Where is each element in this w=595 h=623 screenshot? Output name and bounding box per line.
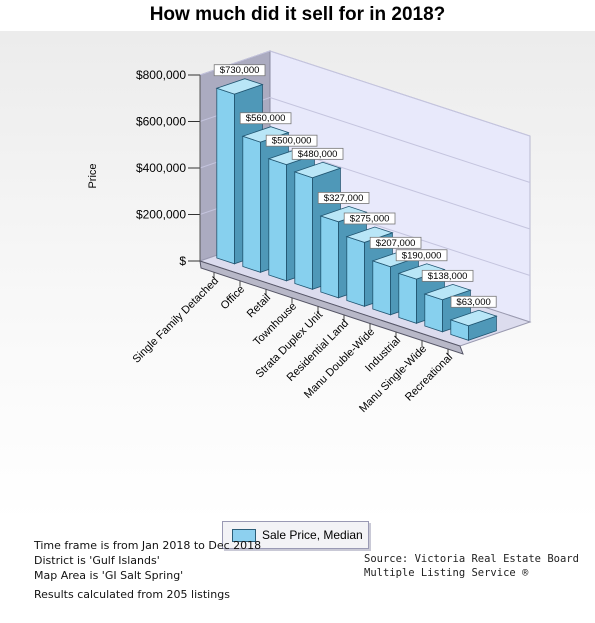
floor-edge: [199, 260, 464, 355]
data-label-box: [239, 112, 292, 125]
bar-top: [241, 126, 290, 143]
data-label-box: [395, 249, 448, 262]
map-area-text: Map Area is 'GI Salt Spring': [34, 569, 184, 582]
bar-top: [397, 263, 446, 280]
data-label: $560,000: [239, 112, 292, 125]
bar-chart: $ $200,000 $400,000 $600,000 $800,000 $730,0…: [87, 50, 532, 415]
data-label-text: $275,000: [350, 214, 390, 225]
bar-front: [398, 272, 417, 324]
chart-area: $ $200,000 $400,000 $600,000 $800,000 $730,0…: [0, 31, 595, 549]
y-tick-label: $200,000: [136, 208, 186, 222]
data-label: $138,000: [421, 269, 474, 282]
bar-front: [320, 215, 339, 299]
data-labels: $730,000 $560,000 $500,000 $480,000 $327,000…: [213, 64, 497, 308]
data-label-text: $63,000: [456, 297, 490, 308]
bar-top: [423, 283, 472, 301]
bar-front: [294, 171, 313, 290]
data-label-box: [291, 147, 344, 160]
data-label-box: [421, 269, 474, 282]
bar-top: [293, 161, 342, 179]
x-tick-label: Residential Land: [285, 317, 351, 383]
chart-title: How much did it sell for in 2018?: [149, 4, 446, 25]
data-label-box: [265, 134, 318, 147]
data-label-box: [369, 236, 422, 249]
legend: Sale Price, Median: [222, 521, 369, 549]
data-label-text: $500,000: [272, 136, 312, 147]
data-label-text: $480,000: [298, 149, 338, 160]
bar-front: [268, 158, 287, 282]
legend-swatch: [232, 528, 256, 542]
bar-front: [346, 236, 365, 307]
gridline-back: [269, 50, 531, 137]
data-label-text: $327,000: [324, 193, 364, 204]
data-label-text: $190,000: [402, 250, 442, 261]
data-label: $730,000: [213, 64, 266, 77]
data-label-box: [450, 295, 497, 308]
data-label: $327,000: [317, 192, 370, 204]
data-label-box: [317, 192, 370, 204]
y-axis-title: Price: [87, 163, 99, 188]
results-text: Results calculated from 205 listings: [34, 588, 230, 601]
bar: [449, 309, 498, 341]
y-tick-label: $800,000: [136, 68, 186, 82]
y-tick-label: $400,000: [136, 161, 186, 175]
gridline-side: [199, 50, 271, 76]
data-label-text: $560,000: [246, 113, 286, 124]
data-label: $207,000: [369, 236, 422, 249]
footer-info: Time frame is from Jan 2018 to Dec 2018 …: [34, 538, 261, 602]
data-label-text: $207,000: [376, 238, 416, 249]
bar-front: [372, 260, 391, 316]
bar-top: [449, 309, 498, 327]
bar-top: [345, 226, 394, 243]
x-tick-label: Office: [218, 283, 247, 312]
y-tick-label: $: [179, 254, 186, 268]
x-tick-label: Single Family Detached: [130, 275, 221, 366]
data-label-text: $138,000: [428, 271, 468, 282]
source-text: Source: Victoria Real Estate Board: [364, 553, 579, 565]
bar-top: [215, 78, 264, 95]
x-tick-label: Retail: [245, 292, 273, 320]
data-label: $275,000: [343, 212, 396, 225]
chart-bars: [215, 78, 498, 341]
data-label-box: [343, 212, 396, 225]
bar-front: [424, 293, 443, 333]
gridline-back: [269, 97, 531, 183]
data-label: $63,000: [450, 295, 497, 308]
data-label: $500,000: [265, 134, 318, 147]
data-label: $480,000: [291, 147, 344, 160]
source-mls-text: Multiple Listing Service ®: [364, 567, 529, 579]
data-label-text: $730,000: [220, 65, 260, 76]
timeframe-text: Time frame is from Jan 2018 to Dec 2018: [34, 539, 262, 552]
y-axis: $ $200,000 $400,000 $600,000 $800,000: [136, 68, 201, 268]
bar-front: [216, 87, 235, 265]
data-label: $190,000: [395, 249, 448, 262]
bar-front: [242, 135, 261, 273]
legend-label: Sale Price, Median: [262, 528, 363, 542]
footer-source: Source: Victoria Real Estate Board Multi…: [364, 552, 579, 580]
data-label-box: [213, 64, 266, 77]
y-tick-label: $600,000: [136, 115, 186, 129]
bar-top: [319, 205, 368, 223]
district-text: District is 'Gulf Islands': [34, 554, 160, 567]
